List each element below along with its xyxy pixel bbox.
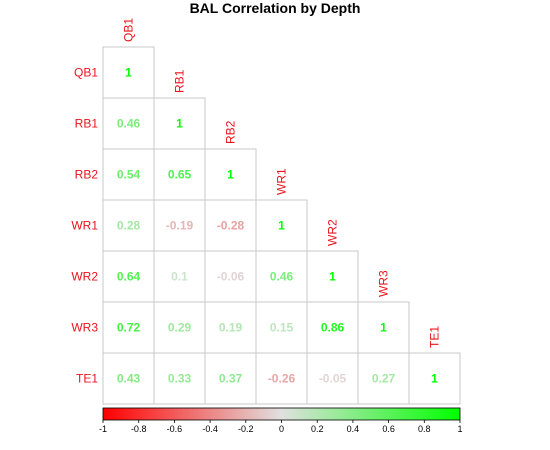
colorbar-tick-label: -0.4 — [202, 424, 218, 434]
value-label-wr1-qb1: 0.28 — [117, 219, 141, 233]
cell-rb1-rb1 — [153, 97, 206, 150]
column-label-te1: TE1 — [428, 326, 442, 348]
value-label-rb1-qb1: 0.46 — [117, 117, 141, 131]
value-label-wr3-rb1: 0.29 — [168, 321, 192, 335]
column-label-qb1: QB1 — [122, 18, 136, 42]
value-label-te1-rb2: 0.37 — [219, 372, 243, 386]
colorbar-gradient — [102, 407, 461, 421]
value-label-te1-rb1: 0.33 — [168, 372, 192, 386]
value-label-wr3-qb1: 0.72 — [117, 321, 141, 335]
value-label-wr1-rb2: -0.28 — [217, 219, 245, 233]
cell-te1-te1 — [408, 352, 461, 405]
cell-wr3-qb1 — [102, 301, 155, 354]
value-label-rb1-rb1: 1 — [176, 117, 183, 131]
column-label-wr1: WR1 — [275, 168, 289, 195]
value-label-wr3-wr2: 0.86 — [321, 321, 345, 335]
cell-te1-wr1 — [255, 352, 308, 405]
cell-wr2-rb1 — [153, 250, 206, 303]
cell-rb2-rb2 — [204, 148, 257, 201]
colorbar-tick-label: -0.8 — [131, 424, 147, 434]
cell-wr1-rb1 — [153, 199, 206, 252]
value-label-qb1-qb1: 1 — [125, 66, 132, 80]
value-label-wr1-wr1: 1 — [278, 219, 285, 233]
value-label-te1-te1: 1 — [431, 372, 438, 386]
cell-wr3-rb2 — [204, 301, 257, 354]
colorbar-tick-label: 0.2 — [311, 424, 324, 434]
colorbar: -1 -0.8 -0.6 -0.4 -0.2 0 0.2 0.4 0.6 0.8 1 — [99, 407, 463, 434]
value-label-wr2-rb2: -0.06 — [217, 270, 245, 284]
row-label-rb2: RB2 — [75, 168, 99, 182]
value-label-te1-qb1: 0.43 — [117, 372, 141, 386]
cell-te1-rb1 — [153, 352, 206, 405]
colorbar-tick-label: 0.8 — [418, 424, 431, 434]
value-label-wr3-wr1: 0.15 — [270, 321, 294, 335]
colorbar-tick-label: 0.4 — [347, 424, 360, 434]
colorbar-tick-label: 1 — [457, 424, 462, 434]
colorbar-tick-label: 0 — [279, 424, 284, 434]
column-label-rb2: RB2 — [224, 120, 238, 144]
value-label-wr2-qb1: 0.64 — [117, 270, 141, 284]
cell-wr1-wr1 — [255, 199, 308, 252]
row-label-te1: TE1 — [76, 372, 98, 386]
value-label-te1-wr3: 0.27 — [372, 372, 396, 386]
chart-title: BAL Correlation by Depth — [190, 0, 361, 16]
cell-rb1-qb1 — [102, 97, 155, 150]
row-label-wr2: WR2 — [71, 270, 98, 284]
cell-te1-wr3 — [357, 352, 410, 405]
column-label-rb1: RB1 — [173, 69, 187, 93]
column-label-wr3: WR3 — [377, 270, 391, 297]
value-label-te1-wr1: -0.26 — [268, 372, 296, 386]
value-label-te1-wr2: -0.05 — [319, 372, 347, 386]
cell-qb1-qb1 — [102, 46, 155, 99]
column-labels: QB1 RB1 RB2 WR1 WR2 WR3 TE1 — [122, 18, 442, 348]
row-label-wr1: WR1 — [71, 219, 98, 233]
row-label-rb1: RB1 — [75, 117, 99, 131]
value-label-wr3-rb2: 0.19 — [219, 321, 243, 335]
cell-wr3-wr2 — [306, 301, 359, 354]
colorbar-tick-label: 0.6 — [382, 424, 395, 434]
column-label-wr2: WR2 — [326, 219, 340, 246]
value-label-rb2-qb1: 0.54 — [117, 168, 141, 182]
heatmap-cells: 1 0.46 1 0.54 0.65 1 0.28 -0.19 -0.28 1 0.64 0.1 -0.… — [102, 46, 461, 405]
cell-te1-qb1 — [102, 352, 155, 405]
row-label-qb1: QB1 — [74, 66, 98, 80]
value-label-wr1-rb1: -0.19 — [166, 219, 194, 233]
colorbar-tick-label: -0.2 — [238, 424, 254, 434]
colorbar-tick-label: -0.6 — [167, 424, 183, 434]
value-label-rb2-rb1: 0.65 — [168, 168, 192, 182]
value-label-wr2-wr2: 1 — [329, 270, 336, 284]
row-labels: QB1 RB1 RB2 WR1 WR2 WR3 TE1 — [71, 66, 98, 386]
value-label-wr2-wr1: 0.46 — [270, 270, 294, 284]
cell-wr3-rb1 — [153, 301, 206, 354]
value-label-wr3-wr3: 1 — [380, 321, 387, 335]
colorbar-tick-label: -1 — [99, 424, 107, 434]
cell-wr3-wr3 — [357, 301, 410, 354]
value-label-rb2-rb2: 1 — [227, 168, 234, 182]
cell-wr3-wr1 — [255, 301, 308, 354]
cell-wr2-wr1 — [255, 250, 308, 303]
row-label-wr3: WR3 — [71, 321, 98, 335]
value-label-wr2-rb1: 0.1 — [171, 270, 188, 284]
